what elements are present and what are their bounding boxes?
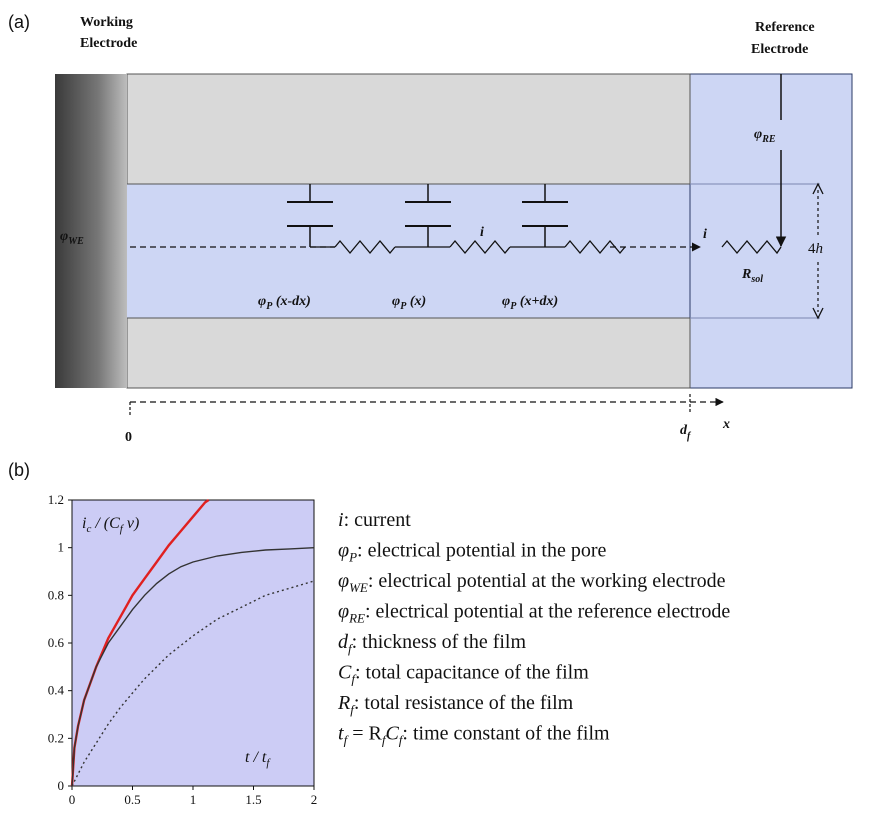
x-tick-label: 0 (69, 792, 76, 807)
resistor-3 (564, 239, 626, 255)
series-group (70, 499, 315, 787)
working-electrode (55, 74, 127, 388)
y-axis-label: ic / (Cf v) (82, 515, 139, 535)
phi-we-label: φWE (60, 229, 84, 247)
capacitor-3 (522, 184, 568, 247)
legend-item: i: current (338, 509, 411, 531)
axis-df-label: df (680, 423, 692, 442)
pore-channel (127, 184, 690, 318)
legend-item: φP: electrical potential in the pore (338, 540, 606, 565)
capacitor-1 (287, 184, 335, 248)
legend-item: df: thickness of the film (338, 631, 526, 656)
x-tick-label: 1.5 (245, 792, 261, 807)
phi-re-label: φRE (754, 127, 776, 145)
axis-x-label: x (722, 417, 730, 432)
y-tick-label: 0.4 (48, 683, 65, 698)
phi-p-mid-label: φP (x) (392, 294, 426, 312)
plot-area (71, 499, 315, 787)
working-electrode-label-2: Electrode (80, 36, 137, 51)
electrolyte-region (689, 73, 853, 389)
current-label-2: i (703, 227, 707, 242)
chart-b: 00.20.40.60.811.2 0 0.5 1 1.5 2 ic / (Cf v) … (48, 492, 318, 807)
working-electrode-label-1: Working (80, 15, 133, 30)
legend-item: Rf: total resistance of the film (337, 692, 574, 717)
diagram-a: Working Electrode Reference Electrode φR… (55, 15, 853, 445)
y-tick-label: 0.2 (48, 730, 64, 745)
resistor-2 (449, 239, 511, 255)
phi-p-left-label: φP (x-dx) (258, 294, 311, 312)
legend-item: Cf: total capacitance of the film (338, 662, 589, 687)
y-tick-label: 0.6 (48, 635, 65, 650)
r-sol-label: Rsol (741, 267, 763, 285)
resistor-1 (334, 239, 396, 255)
film-bottom (126, 317, 691, 389)
reference-electrode-label-2: Electrode (751, 42, 808, 57)
height-label: 4h (808, 241, 823, 257)
y-tick-label: 1.2 (48, 492, 64, 507)
x-ticks: 0 0.5 1 1.5 2 (69, 786, 318, 807)
capacitor-2 (405, 184, 451, 247)
y-ticks: 0 0.2 0.4 0.6 0.8 1 1.2 (48, 492, 72, 793)
phi-p-right-label: φP (x+dx) (502, 294, 558, 312)
panel-b-label: (b) (8, 460, 30, 480)
series-line-2 (71, 547, 315, 787)
legend: i: current φP: electrical potential in th… (337, 509, 730, 748)
y-tick-label: 0 (58, 778, 65, 793)
legend-item: tf = RfCf: time constant of the film (338, 723, 610, 748)
y-tick-label: 1 (58, 540, 65, 555)
x-tick-label: 1 (190, 792, 197, 807)
x-tick-label: 2 (311, 792, 318, 807)
reference-electrode-label-1: Reference (755, 20, 815, 35)
legend-item: φRE: electrical potential at the referen… (338, 601, 730, 626)
legend-item: φWE: electrical potential at the working… (338, 570, 726, 595)
x-tick-label: 0.5 (124, 792, 140, 807)
panel-a-label: (a) (8, 12, 30, 32)
x-axis-label: t / tf (245, 749, 271, 769)
current-label-1: i (480, 225, 484, 240)
y-tick-label: 0.8 (48, 587, 64, 602)
resistor-sol (721, 239, 782, 255)
series-line-3 (71, 580, 315, 787)
axis-origin-label: 0 (125, 430, 132, 445)
film-top (126, 73, 691, 185)
